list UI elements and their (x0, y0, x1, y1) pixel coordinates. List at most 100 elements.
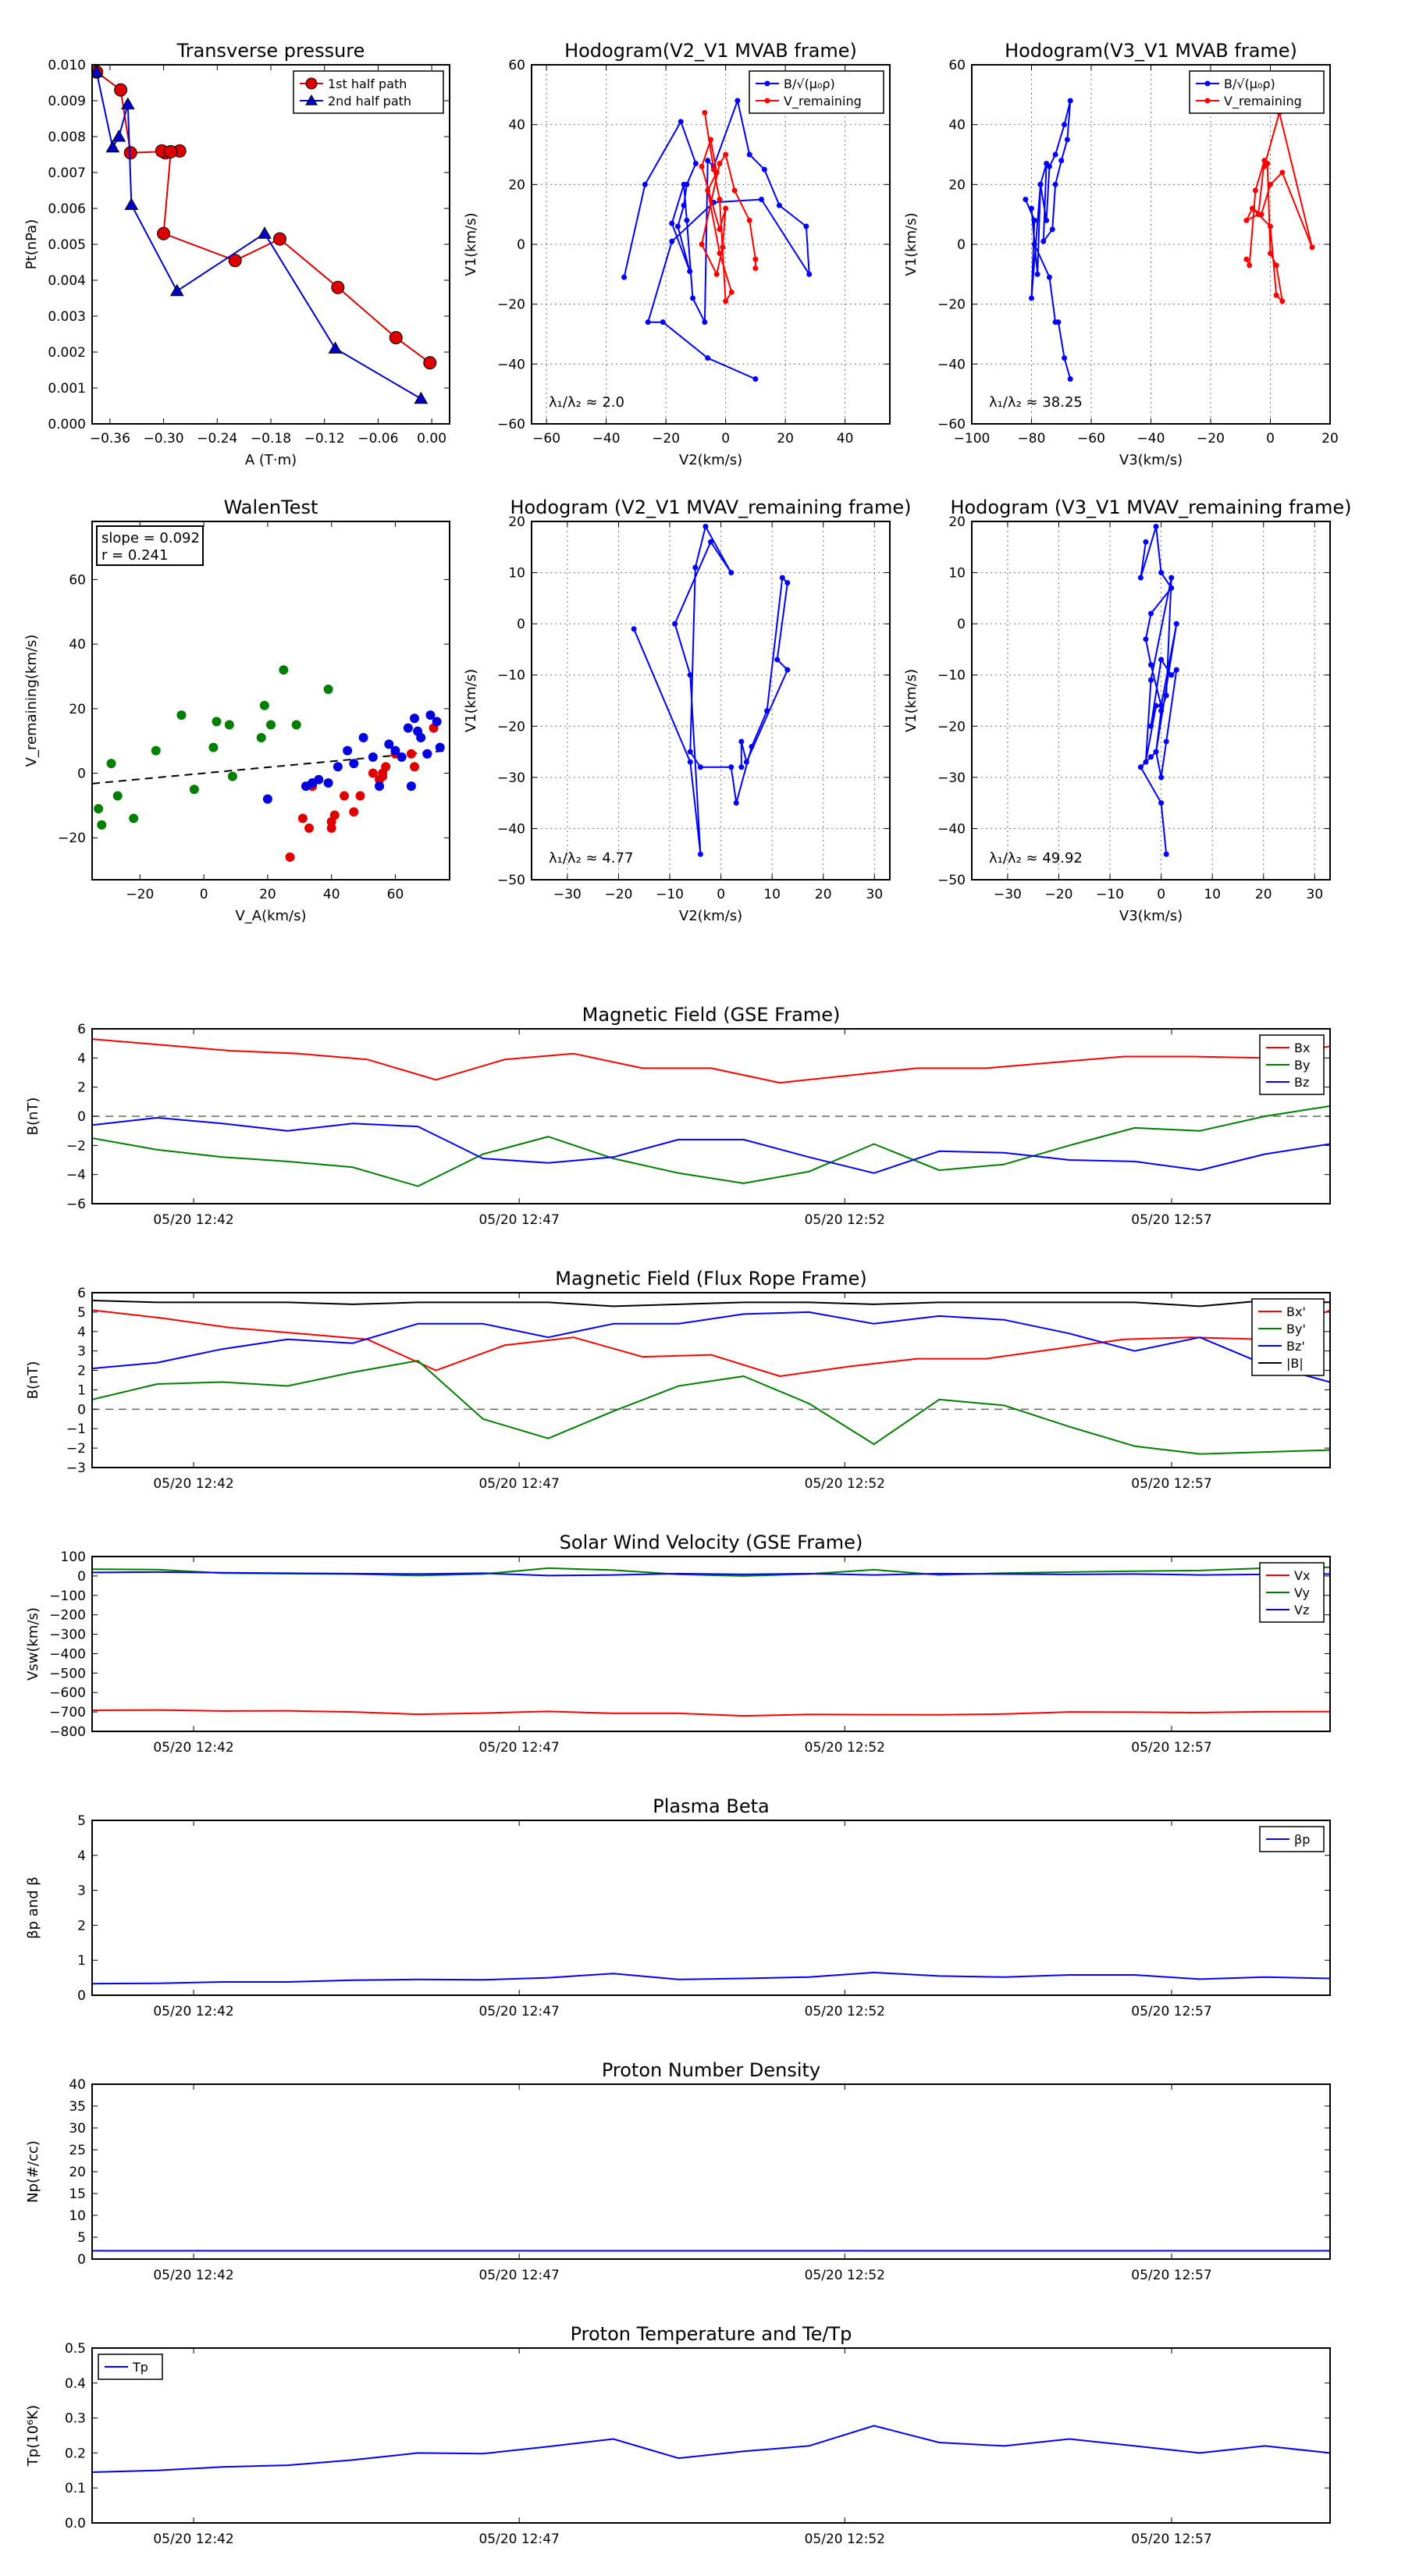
walen-test-point (208, 742, 219, 753)
hodogram-v3v1-mvab-point (1040, 238, 1047, 244)
time-tick-label: 05/20 12:52 (805, 2532, 885, 2547)
transverse-pressure-title: Transverse pressure (176, 40, 365, 62)
hodogram-v3v1-mvav-point (1143, 539, 1149, 545)
walen-test-point (189, 785, 199, 795)
y-tick-label: −30 (497, 770, 525, 786)
magnetic-field-gse-panel: Magnetic Field (GSE Frame) −6 −4 −2 0 2 4 6 05/2… (25, 1004, 1331, 1228)
x-tick-label: −30 (553, 887, 582, 902)
y-tick-label: −20 (497, 719, 525, 735)
magnetic-field-flux-rope-legend: Bx' By' Bz' |B| (1251, 1298, 1325, 1376)
hodogram-v2v1-mvab-point (690, 295, 696, 301)
y-tick-label: 20 (508, 514, 525, 530)
hodogram-v3v1-mvav-frame (971, 521, 1331, 881)
y-tick-label: 10 (508, 566, 525, 582)
solar-wind-velocity-title: Solar Wind Velocity (GSE Frame) (560, 1532, 863, 1553)
fit-stats-box (96, 525, 204, 566)
time-tick-label: 05/20 12:42 (153, 1212, 233, 1228)
y-tick-label: −100 (49, 1589, 86, 1604)
y-tick-label: 20 (948, 514, 966, 530)
y-tick-label: 40 (69, 637, 86, 653)
y-tick-label: −300 (49, 1628, 86, 1643)
y-tick-label: −40 (497, 821, 525, 837)
hodogram-v3v1-mvav-series-0-line (1140, 525, 1178, 855)
hodogram-v2v1-mvab-point (669, 220, 675, 226)
magnetic-field-gse-ylabel: B(nT) (25, 1098, 41, 1136)
hodogram-v2v1-mvab-point (717, 161, 723, 166)
walen-test-point (422, 749, 432, 759)
hodogram-v2v1-mvab-point (746, 151, 752, 158)
time-tick-label: 05/20 12:42 (153, 2268, 233, 2283)
y-tick-label: 40 (69, 2077, 86, 2093)
hodogram-v3v1-mvav-point (1143, 636, 1149, 642)
hodogram-v3v1-mvab-point (1268, 181, 1273, 187)
y-tick-label: 20 (69, 2165, 86, 2180)
legend-marker (1204, 80, 1211, 87)
hodogram-v3v1-mvav-title: Hodogram (V3_V1 MVAV_remaining frame) (950, 496, 1351, 518)
y-tick-label: 10 (948, 566, 966, 582)
hodogram-v2v1-mvab-point (669, 238, 675, 244)
hodogram-v2v1-mvav-point (733, 800, 739, 806)
proton-temperature-panel: Proton Temperature and Te/Tp 0.0 0.1 0.2 0.3… (25, 2323, 1331, 2547)
magnetic-field-flux-rope-series-1-line (92, 1360, 1330, 1455)
legend-box (293, 70, 444, 114)
walen-test-point (406, 749, 416, 759)
y-tick-label: 3 (77, 1344, 86, 1360)
hodogram-v2v1-mvav-point (728, 570, 735, 576)
y-tick-label: −2 (66, 1441, 86, 1457)
hodogram-v3v1-mvav-point (1168, 575, 1175, 581)
hodogram-v3v1-mvab-point (1046, 163, 1052, 169)
y-tick-label: −30 (937, 770, 966, 786)
magnetic-field-gse-title: Magnetic Field (GSE Frame) (582, 1004, 841, 1026)
y-tick-label: 0 (517, 237, 525, 253)
walen-test-point (343, 745, 353, 756)
y-tick-label: 60 (948, 58, 966, 73)
y-tick-label: 0.005 (48, 237, 86, 253)
hodogram-v3v1-mvab-point (1037, 181, 1044, 187)
transverse-pressure-point (123, 146, 137, 160)
walen-test-point (97, 820, 107, 830)
walen-test-point (349, 759, 359, 769)
y-tick-label: 60 (508, 58, 525, 73)
y-tick-label: 5 (77, 1813, 86, 1829)
hodogram-v2v1-mvab-eigen-ratio: λ₁/λ₂ ≈ 2.0 (549, 394, 624, 411)
hodogram-v3v1-mvav-point (1148, 662, 1154, 668)
y-tick-label: 0.000 (48, 417, 86, 432)
proton-temperature-ylabel: Tp(10⁶K) (25, 2405, 41, 2467)
hodogram-v3v1-mvav-panel: Hodogram (V3_V1 MVAV_remaining frame) −50… (903, 496, 1352, 924)
plasma-beta-title: Plasma Beta (653, 1795, 769, 1817)
solar-wind-velocity-ylabel: Vsw(km/s) (25, 1607, 41, 1681)
hodogram-v2v1-mvab-point (621, 274, 628, 280)
walen-test-point (435, 742, 445, 753)
y-tick-label: 40 (508, 118, 525, 133)
y-tick-label: 6 (77, 1286, 86, 1301)
hodogram-v2v1-mvab-point (702, 319, 708, 326)
hodogram-v3v1-mvav-point (1148, 754, 1154, 760)
hodogram-v2v1-mvab-point (806, 271, 813, 277)
y-tick-label: −50 (497, 873, 525, 888)
hodogram-v3v1-mvab-point (1273, 292, 1279, 298)
magnetic-field-gse-series-0-line (92, 1038, 1330, 1084)
x-tick-label: −0.24 (197, 431, 237, 447)
y-tick-label: 20 (508, 177, 525, 193)
legend-marker (764, 98, 770, 104)
y-tick-label: 2 (77, 1364, 86, 1379)
hodogram-v3v1-mvav-point (1153, 749, 1159, 755)
hodogram-v3v1-mvav-point (1143, 759, 1149, 765)
hodogram-v2v1-mvav-point (784, 667, 791, 673)
transverse-pressure-point (114, 83, 128, 97)
hodogram-v3v1-mvav-ylabel: V1(km/s) (903, 669, 919, 732)
magnetic-field-flux-rope-ylabel: B(nT) (25, 1361, 41, 1400)
y-tick-label: −60 (497, 417, 525, 432)
hodogram-v3v1-mvab-point (1064, 137, 1070, 143)
hodogram-v2v1-mvav-point (687, 759, 693, 765)
hodogram-v3v1-mvab-point (1029, 295, 1034, 301)
y-tick-label: 4 (77, 1848, 86, 1864)
transverse-pressure-point (164, 144, 178, 158)
y-tick-label: 0 (957, 237, 966, 253)
x-tick-label: −0.30 (144, 431, 184, 447)
walen-test-point (323, 685, 333, 695)
y-tick-label: 0 (77, 1569, 86, 1585)
hodogram-v3v1-mvab-ylabel: V1(km/s) (903, 212, 919, 276)
hodogram-v3v1-mvav-point (1158, 656, 1165, 663)
x-tick-label: 30 (866, 887, 884, 902)
